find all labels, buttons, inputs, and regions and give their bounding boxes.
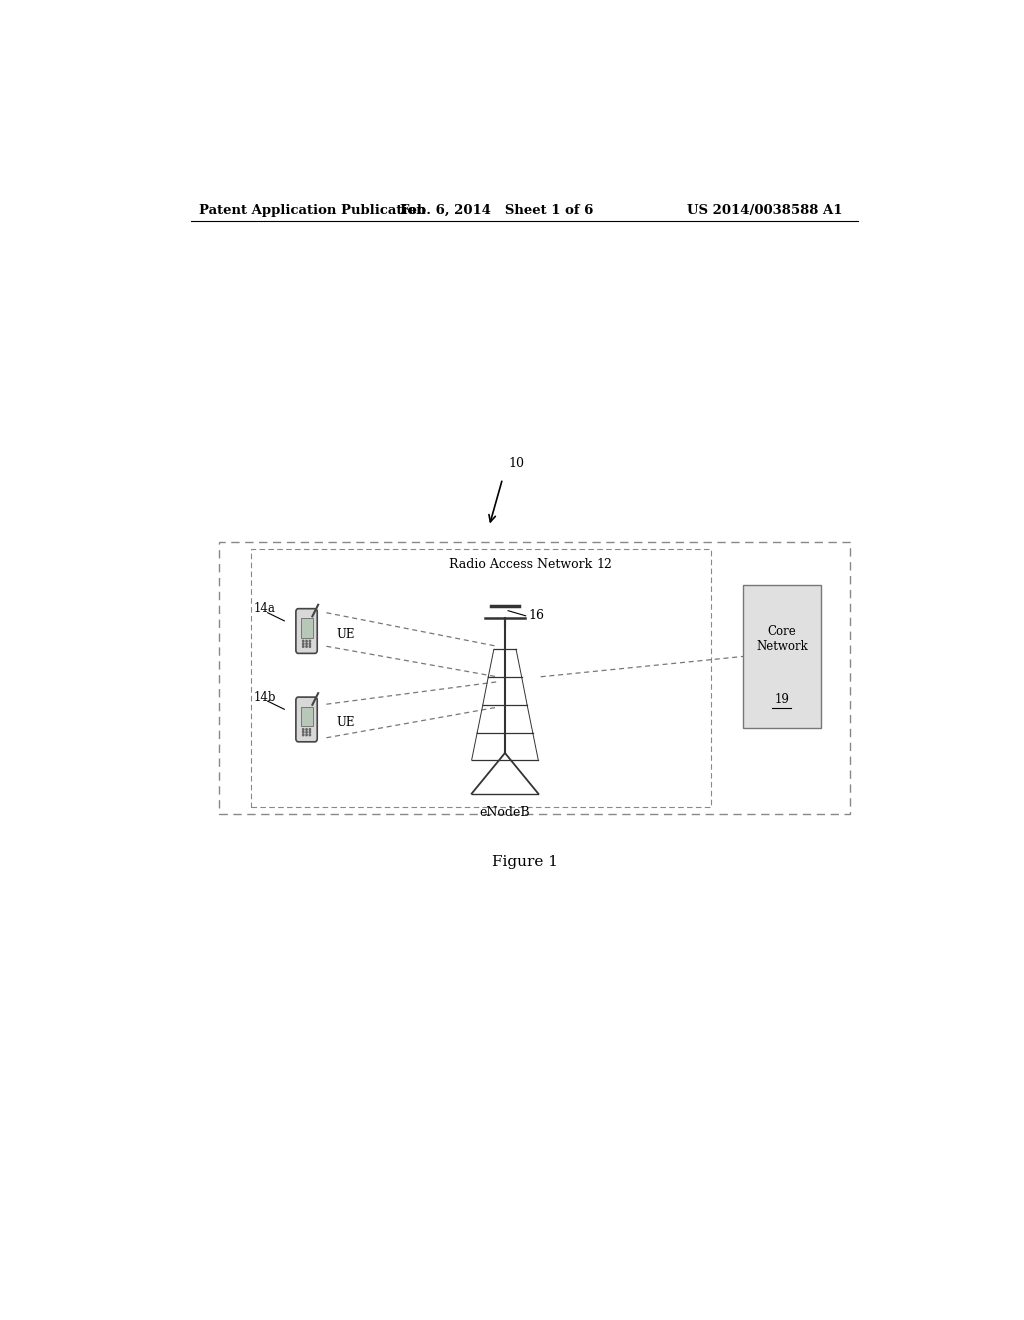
Bar: [251, 549, 712, 807]
Text: 14a: 14a: [253, 602, 275, 615]
Circle shape: [309, 640, 310, 642]
Circle shape: [309, 731, 310, 733]
Text: 16: 16: [528, 610, 545, 622]
Text: UE: UE: [337, 627, 355, 640]
Text: Patent Application Publication: Patent Application Publication: [200, 205, 426, 216]
Text: 10: 10: [509, 458, 525, 470]
Circle shape: [306, 731, 307, 733]
Text: Radio Access Network: Radio Access Network: [449, 558, 596, 570]
Text: Core
Network: Core Network: [756, 626, 808, 653]
Bar: [301, 618, 312, 638]
Circle shape: [309, 729, 310, 730]
FancyBboxPatch shape: [296, 609, 317, 653]
Text: UE: UE: [337, 715, 355, 729]
Bar: [219, 541, 850, 814]
Circle shape: [302, 645, 304, 647]
Text: Figure 1: Figure 1: [492, 854, 558, 869]
Text: Feb. 6, 2014   Sheet 1 of 6: Feb. 6, 2014 Sheet 1 of 6: [400, 205, 594, 216]
Text: US 2014/0038588 A1: US 2014/0038588 A1: [687, 205, 842, 216]
Text: eNodeB: eNodeB: [479, 805, 530, 818]
Circle shape: [306, 643, 307, 644]
Circle shape: [302, 731, 304, 733]
Circle shape: [306, 645, 307, 647]
Circle shape: [306, 729, 307, 730]
Circle shape: [309, 645, 310, 647]
Circle shape: [302, 734, 304, 735]
Circle shape: [302, 729, 304, 730]
Circle shape: [306, 734, 307, 735]
Text: 19: 19: [774, 693, 790, 706]
Circle shape: [309, 643, 310, 644]
Bar: [301, 706, 312, 726]
Circle shape: [302, 640, 304, 642]
Text: 12: 12: [596, 558, 612, 570]
FancyBboxPatch shape: [296, 697, 317, 742]
Circle shape: [309, 734, 310, 735]
Circle shape: [306, 640, 307, 642]
Bar: [743, 585, 821, 727]
Text: 14b: 14b: [253, 690, 275, 704]
Circle shape: [302, 643, 304, 644]
